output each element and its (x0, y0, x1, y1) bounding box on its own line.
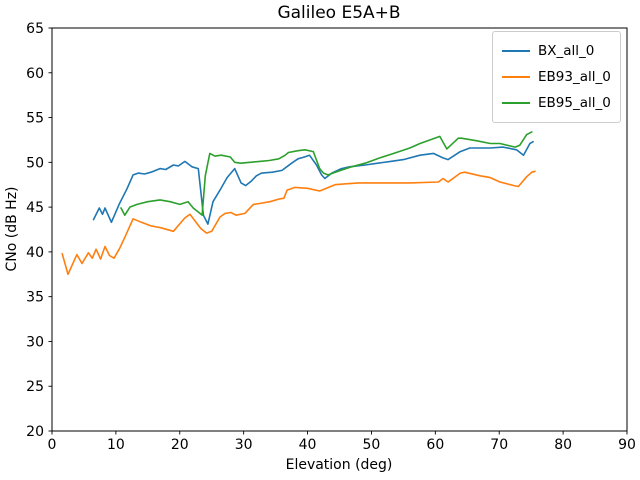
legend-item-eb95-all-0: EB95_all_0 (502, 90, 611, 116)
legend-label: EB93_all_0 (538, 69, 611, 85)
series-lines (61, 131, 536, 276)
y-tick-label: 30 (26, 334, 44, 350)
legend-label: EB95_all_0 (538, 95, 611, 111)
legend-item-eb93-all-0: EB93_all_0 (502, 64, 611, 90)
x-tick-label: 60 (426, 437, 444, 453)
y-tick-label: 45 (26, 200, 44, 216)
y-tick-label: 65 (26, 21, 44, 37)
legend: BX_all_0 EB93_all_0 EB95_all_0 (492, 31, 621, 123)
y-tick-label: 60 (26, 66, 44, 82)
x-tick-label: 80 (554, 437, 572, 453)
y-tick-label: 55 (26, 111, 44, 127)
x-tick-label: 50 (363, 437, 381, 453)
axis-ticks: 0 10 20 30 40 50 60 70 80 90 20 25 30 35 40 45 50 55 60 65 (26, 21, 636, 453)
x-tick-label: 40 (299, 437, 317, 453)
y-tick-label: 35 (26, 290, 44, 306)
series-line-EB95_all_0 (120, 131, 533, 216)
series-line-EB93_all_0 (61, 170, 536, 276)
y-axis-title: CNo (dB Hz) (4, 186, 20, 271)
legend-line-swatch-icon (502, 50, 530, 52)
plot-frame (51, 27, 628, 432)
x-tick-label: 90 (618, 437, 636, 453)
legend-label: BX_all_0 (538, 43, 595, 59)
x-tick-label: 0 (48, 437, 57, 453)
x-tick-label: 70 (490, 437, 508, 453)
x-tick-label: 30 (235, 437, 253, 453)
x-tick-label: 10 (107, 437, 125, 453)
legend-line-swatch-icon (502, 76, 530, 78)
x-tick-label: 20 (171, 437, 189, 453)
y-tick-label: 20 (26, 424, 44, 440)
legend-item-bx-all-0: BX_all_0 (502, 38, 611, 64)
y-tick-label: 50 (26, 155, 44, 171)
y-tick-label: 25 (26, 379, 44, 395)
chart-title: Galileo E5A+B (277, 3, 400, 23)
y-tick-label: 40 (26, 245, 44, 261)
x-axis-title: Elevation (deg) (286, 457, 393, 473)
legend-line-swatch-icon (502, 102, 530, 104)
series-line-BX_all_0 (92, 140, 534, 225)
